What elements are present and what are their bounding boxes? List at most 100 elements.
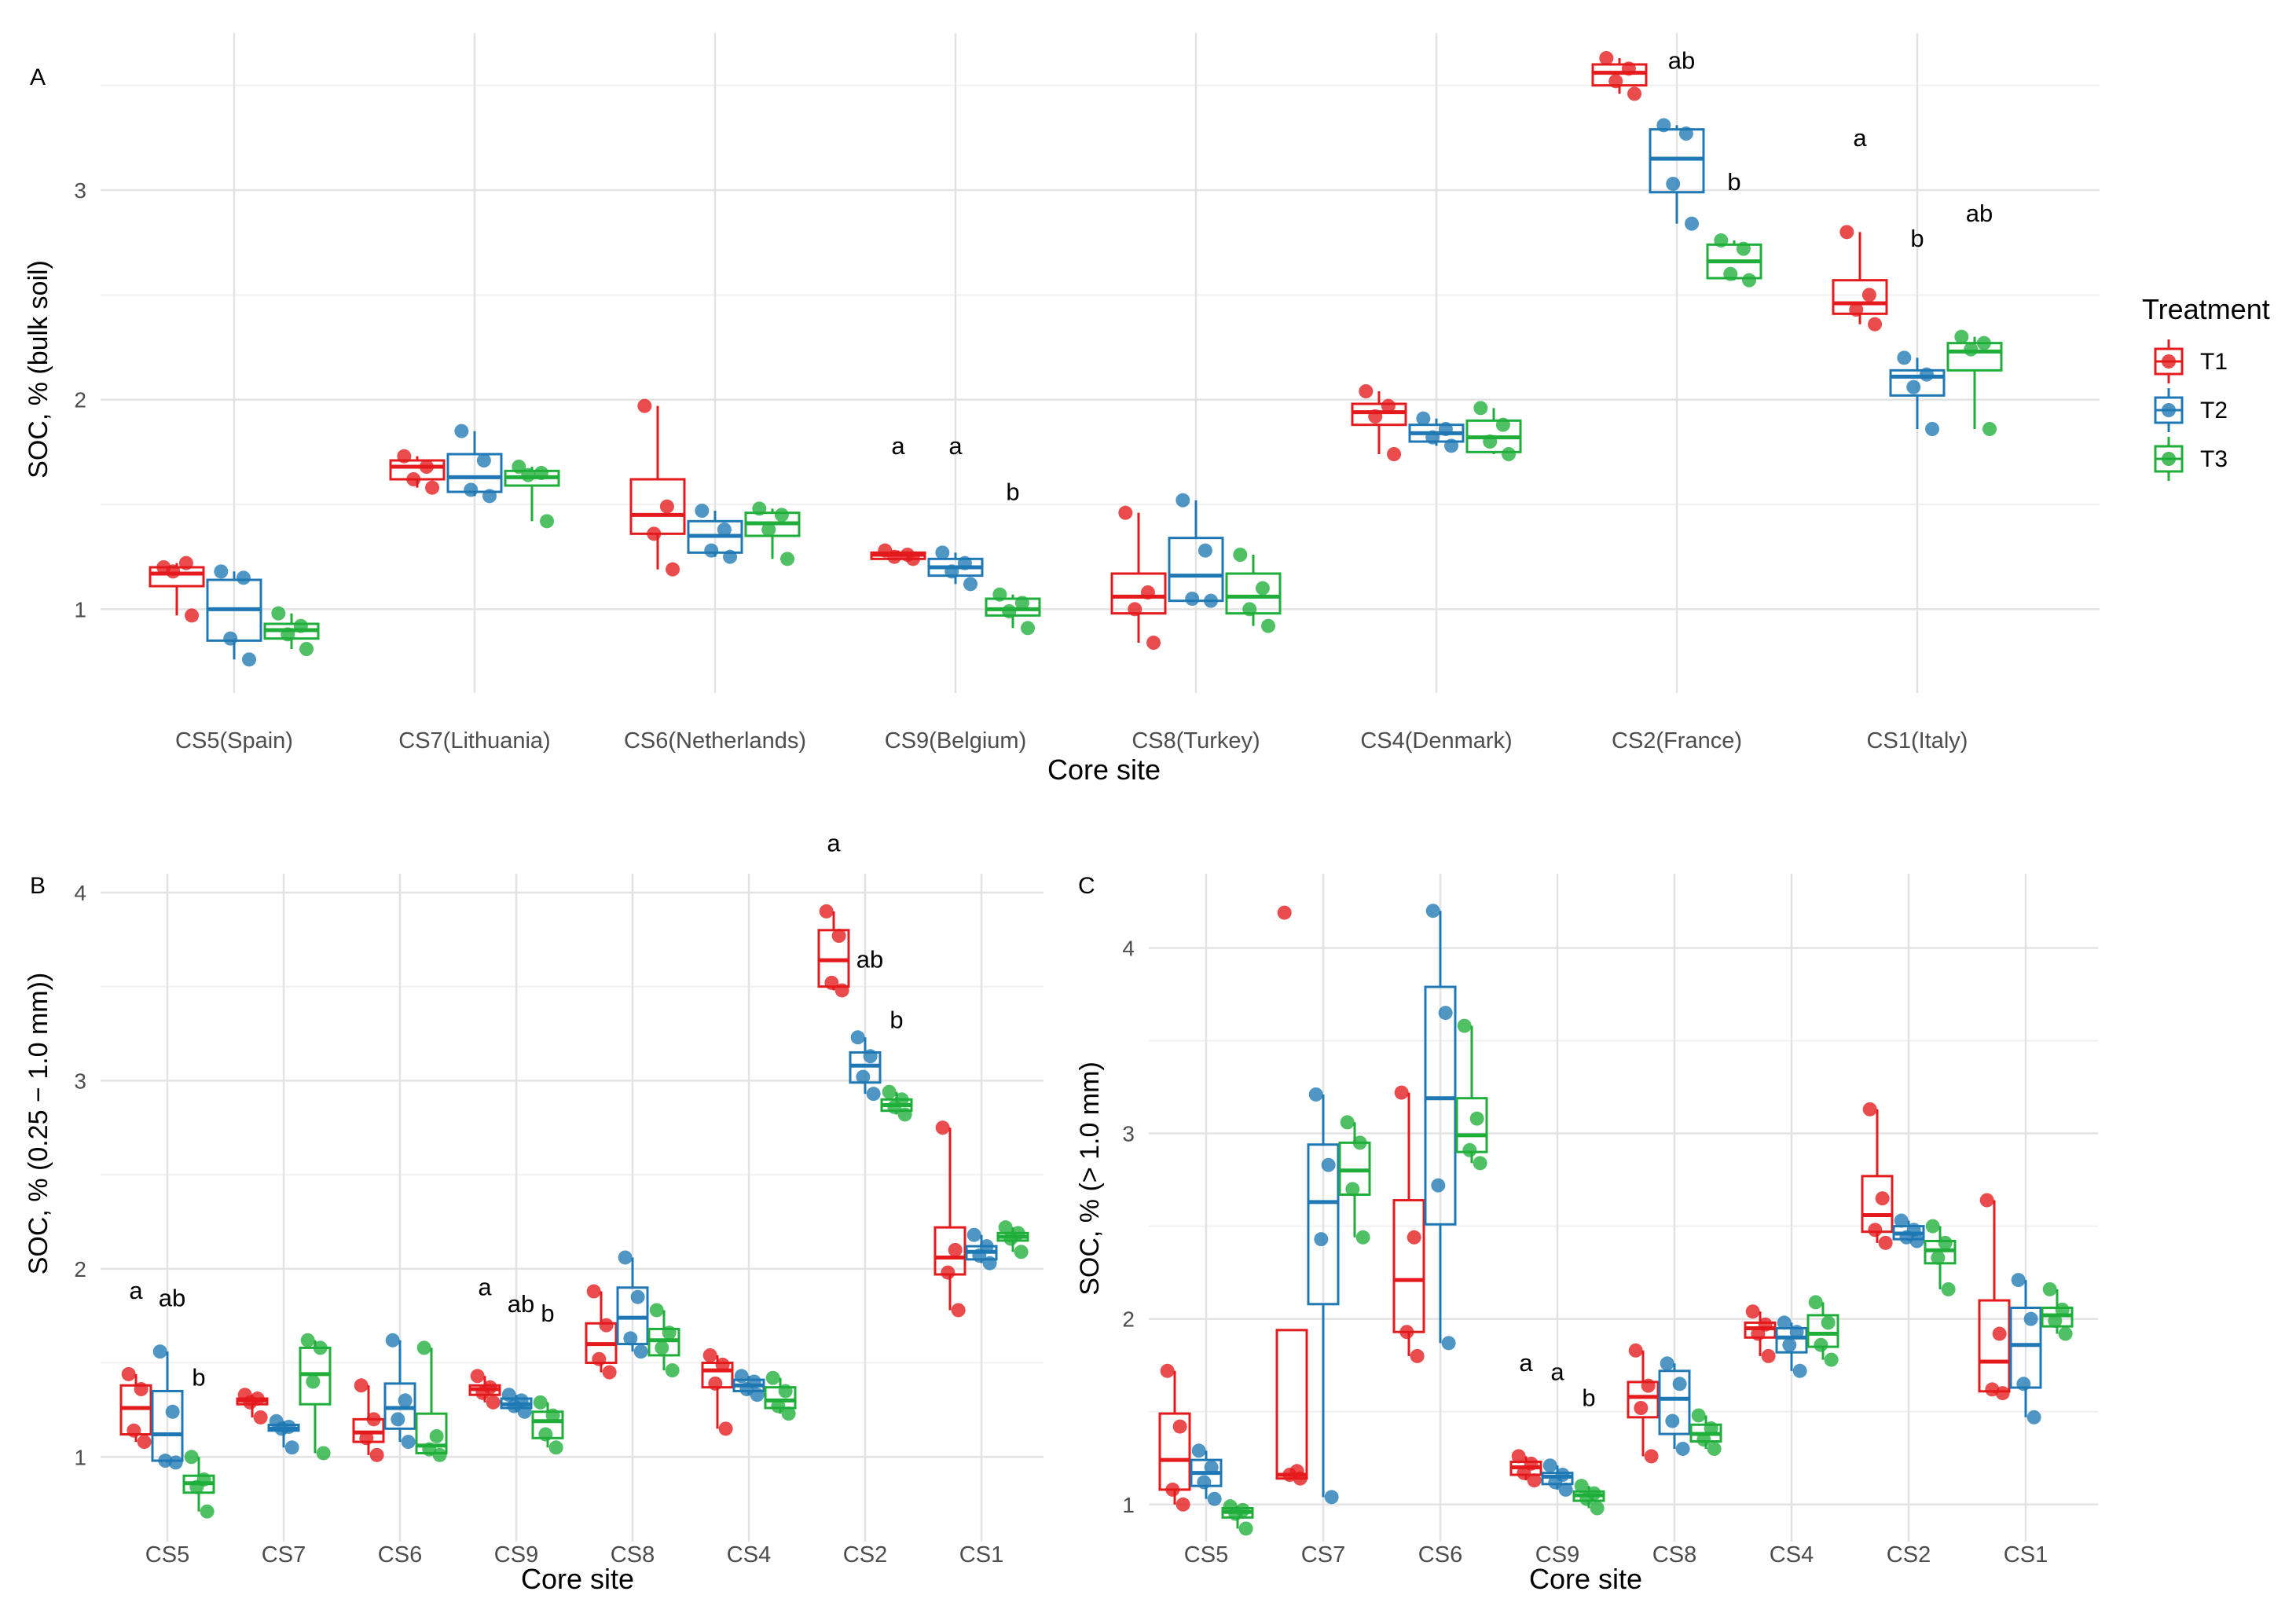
data-point bbox=[1165, 1482, 1180, 1497]
data-point bbox=[1839, 225, 1854, 240]
data-point bbox=[2055, 1302, 2070, 1317]
panel-b-ticks: 1 2 3 4 CS5 CS7 CS6 CS9 CS8 CS4 CS2 CS1 bbox=[74, 881, 1003, 1568]
data-point bbox=[935, 1120, 950, 1135]
data-point bbox=[464, 482, 479, 497]
data-point bbox=[398, 1393, 413, 1408]
panel-c-box-t3 bbox=[1338, 1115, 1371, 1245]
panel-b-box-t2 bbox=[267, 1414, 300, 1455]
legend-title: Treatment bbox=[2142, 293, 2270, 325]
data-point bbox=[906, 552, 921, 566]
data-point bbox=[2042, 1282, 2057, 1296]
panel-b-box-t1 bbox=[236, 1388, 269, 1424]
panel-a-y-tick-label: 3 bbox=[74, 178, 86, 203]
data-point bbox=[1242, 602, 1257, 617]
data-point bbox=[1407, 1230, 1421, 1245]
data-point bbox=[1925, 1219, 1940, 1234]
data-point bbox=[765, 1370, 780, 1385]
data-point bbox=[1495, 417, 1510, 432]
data-point bbox=[1002, 604, 1017, 618]
data-point bbox=[1644, 1449, 1659, 1464]
data-point bbox=[185, 608, 200, 623]
data-point bbox=[780, 552, 795, 566]
panel-a-significance-letter: a bbox=[891, 432, 905, 460]
panel-b-box-t1 bbox=[468, 1369, 501, 1410]
data-point bbox=[1340, 1115, 1355, 1130]
panel-b-box-t3 bbox=[880, 1084, 913, 1122]
data-point bbox=[1321, 1157, 1336, 1172]
data-point bbox=[819, 904, 834, 918]
data-point bbox=[401, 1435, 416, 1450]
data-point bbox=[253, 1410, 268, 1424]
panel-c-box-t2 bbox=[1190, 1443, 1223, 1506]
data-point bbox=[1736, 241, 1751, 256]
data-point bbox=[1979, 1193, 1994, 1208]
legend-items: T1 T2 T3 bbox=[2154, 339, 2228, 481]
data-point bbox=[1438, 1006, 1453, 1021]
data-point bbox=[1324, 1490, 1339, 1505]
data-point bbox=[623, 1331, 638, 1346]
data-point bbox=[1808, 1295, 1823, 1310]
panel-b-significance-letter: b bbox=[889, 1006, 903, 1033]
data-point bbox=[1425, 904, 1440, 918]
data-point bbox=[1359, 384, 1374, 398]
panel-c-x-tick-label: CS9 bbox=[1535, 1542, 1579, 1568]
panel-a-significance-letter: a bbox=[948, 432, 963, 460]
panel-c-significance-letter: a bbox=[1550, 1358, 1564, 1386]
panel-c-box-t2 bbox=[1424, 904, 1457, 1351]
data-point bbox=[189, 1480, 204, 1494]
panel-b-box-t1 bbox=[701, 1348, 734, 1436]
data-point bbox=[1919, 367, 1934, 382]
data-point bbox=[1517, 1465, 1531, 1480]
data-point bbox=[1431, 1178, 1446, 1193]
data-point bbox=[1665, 1414, 1680, 1428]
panel-a-box-t3 bbox=[744, 501, 801, 566]
panel-c-x-tick-label: CS7 bbox=[1301, 1542, 1345, 1568]
data-point bbox=[1548, 1475, 1563, 1490]
data-point bbox=[1714, 233, 1729, 248]
panel-b-box-t2 bbox=[732, 1369, 765, 1402]
data-point bbox=[1931, 1250, 1946, 1265]
data-point bbox=[655, 1340, 669, 1355]
data-point bbox=[1707, 1441, 1722, 1456]
data-point bbox=[2023, 1311, 2038, 1326]
data-point bbox=[647, 526, 662, 541]
data-point bbox=[850, 1030, 865, 1045]
panel-b-box-t2 bbox=[383, 1333, 416, 1450]
data-point bbox=[774, 508, 789, 522]
panel-c-box-t3 bbox=[1924, 1219, 1957, 1296]
data-point bbox=[1441, 1336, 1456, 1351]
panel-a-box-t3 bbox=[985, 587, 1041, 636]
data-point bbox=[1527, 1473, 1542, 1488]
panel-b-x-tick-label: CS4 bbox=[727, 1542, 771, 1568]
data-point bbox=[2011, 1273, 2026, 1288]
panel-b-boxes bbox=[119, 904, 1029, 1519]
data-point bbox=[633, 1344, 648, 1359]
panel-c-box-t2 bbox=[1307, 1087, 1340, 1505]
data-point bbox=[243, 1395, 258, 1410]
data-point bbox=[717, 522, 732, 537]
data-point bbox=[1964, 342, 1979, 357]
panel-b-significance-letter: b bbox=[192, 1363, 205, 1391]
data-point bbox=[1678, 126, 1693, 141]
data-point bbox=[214, 564, 229, 579]
data-point bbox=[695, 504, 710, 518]
data-point bbox=[533, 1395, 548, 1410]
data-point bbox=[168, 1455, 183, 1470]
data-point bbox=[1982, 422, 1997, 436]
data-point bbox=[1954, 329, 1969, 344]
panel-c-ticks: 1 2 3 4 CS5 CS7 CS6 CS9 CS8 CS4 CS2 CS1 bbox=[1122, 936, 2048, 1568]
data-point bbox=[1782, 1337, 1797, 1352]
panel-c-box-t3 bbox=[2041, 1282, 2074, 1341]
data-point bbox=[592, 1351, 607, 1366]
data-point bbox=[1277, 905, 1292, 920]
data-point bbox=[1469, 1111, 1484, 1126]
data-point bbox=[1849, 302, 1864, 317]
data-point bbox=[1906, 380, 1921, 394]
data-point bbox=[662, 1326, 677, 1340]
panel-b-box-t2 bbox=[965, 1227, 998, 1270]
data-point bbox=[831, 929, 846, 944]
panel-a-box-t2 bbox=[1649, 118, 1705, 231]
